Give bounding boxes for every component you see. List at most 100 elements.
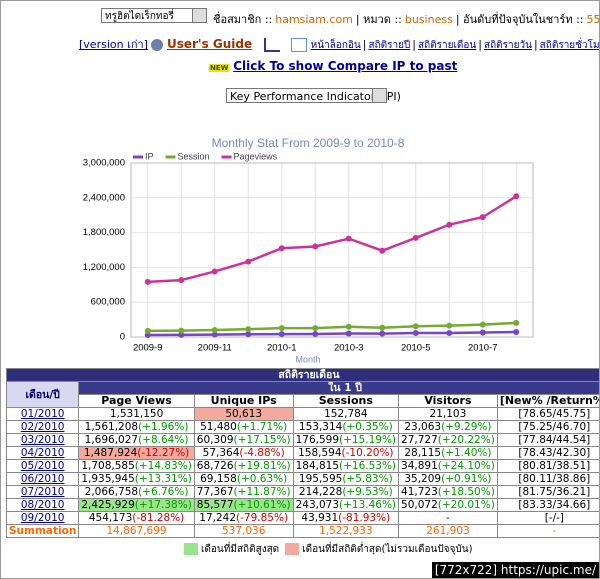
directory-select[interactable]: ทรูฮิตไดเร็กทอรี่ [101,8,207,23]
month-link[interactable]: 05/2010 [20,460,65,472]
nav-link[interactable]: หน้าล็อกอิน [310,40,361,51]
point [345,323,352,330]
select-arrow [372,89,386,102]
point [479,329,486,336]
compare-link[interactable]: Click To show Compare IP to past [233,59,458,73]
summary-cell: 537,036 [193,524,294,538]
data-row: 04/2010 1,487,924(-12.27%) 57,364(-4.88%) 1… [5,446,599,460]
x-tick-label: 2010-5 [401,343,431,354]
point [412,323,419,330]
point [446,221,453,228]
cell: [83.33/34.66] [496,498,599,512]
cell: 34,891(+24.10%) [398,459,498,473]
point [412,234,419,241]
column-header: Sessions [292,394,400,408]
cell-change: (+20.01%) [437,499,495,511]
cell-change: (+19.81%) [233,460,291,472]
cell-value: 158,594 [298,447,342,459]
plot-frame [130,162,534,338]
y-tick-label: 1,800,000 [83,227,125,238]
cell-value: 214,228 [298,486,343,498]
legend-label: เดือนที่มีสถิติต่ำสุด(ไม่รวมเดือนปัจจุบั… [302,544,473,555]
cell-value: 1,487,924 [83,447,138,459]
month-cell: 04/2010 [5,446,80,460]
table-legend: เดือนที่มีสถิติสูงสุด เดือนที่มีสถิติต่ำส… [184,542,473,557]
nav-link[interactable]: สถิติรายวัน [484,40,532,51]
cell: 2,066,758(+6.76%) [78,485,195,499]
cell-value: 34,891 [401,460,438,472]
old-version-link[interactable]: [version เก่า] [79,38,148,51]
month-cell: 02/2010 [5,420,80,434]
kpi-select[interactable]: Key Performance Indicator(KPI) [226,88,401,103]
column-row: Page Views Unique IPs Sessions Visitors [New… [7,394,599,408]
point [312,331,319,338]
month-link[interactable]: 04/2010 [20,447,65,459]
cell-value: 28,115 [404,447,442,459]
legend-label: เดือนที่มีสถิติสูงสุด [201,544,280,555]
month-link[interactable]: 09/2010 [20,512,65,524]
period-header: ใน 1 ปี [78,381,599,395]
cell-change: (+16.53%) [339,460,397,472]
cell: 214,228(+9.53%) [292,485,400,499]
cell-value: 77,367 [196,486,234,498]
x-axis-label: Month [295,354,320,364]
month-link[interactable]: 08/2010 [20,499,65,511]
cell: [78.65/45.75] [496,407,599,421]
month-link[interactable]: 02/2010 [20,421,65,433]
y-tick-label: 2,400,000 [83,192,125,203]
cell: 184,815(+16.53%) [292,459,400,473]
cell: 51,480(+1.71%) [193,420,294,434]
point [245,258,252,265]
cell-change: (+14.83%) [134,460,192,472]
month-link[interactable]: 06/2010 [20,473,65,485]
cell-value: [78.65/45.75] [518,408,591,420]
column-header: Visitors [398,394,498,408]
stats-table: สถิติรายเดือน เดือน/ปี ใน 1 ปี Page Views Un… [5,368,599,538]
month-cell: 05/2010 [5,459,80,473]
cell-value: 2,066,758 [84,486,139,498]
cell-value: [-/-] [544,512,564,524]
month-link[interactable]: 07/2010 [20,486,65,498]
cell-value: 50,613 [225,408,263,420]
data-row: 07/2010 2,066,758(+6.76%) 77,367(+11.87%) 2… [5,485,599,499]
cell-change: (+17.38%) [134,499,192,511]
summary-cell: - [496,524,599,538]
guide-link[interactable]: User's Guide [166,37,253,51]
cell-change: (+10.61%) [233,499,291,511]
point [178,331,185,338]
info-part: hamsiam.com [275,13,353,26]
period-row: เดือน/ปี ใน 1 ปี [5,381,599,408]
x-tick-label: 2010-1 [267,343,297,354]
summary-row: Summation 14,867,699 537,036 1,522,933 261,9… [5,524,599,538]
x-tick-label: 2010-7 [468,343,498,354]
cell: [75.25/46.70] [496,420,599,434]
cell: 1,487,924(-12.27%) [78,446,195,460]
cell-value: 1,708,585 [81,460,135,472]
info-part: business [404,13,453,26]
data-row: 09/2010 454,173(-81.28%) 17,242(-79.85%) 43… [5,511,599,525]
cell: 1,935,945(+13.31%) [78,472,195,486]
column-header: Page Views [78,394,195,408]
point [513,319,520,326]
info-part: 555 [586,13,600,26]
cell-value: 2,425,929 [81,499,135,511]
nav-link[interactable]: สถิติรายชั่วโมง [539,40,600,51]
cell: 195,595(+5.83%) [292,472,400,486]
summary-cell: 14,867,699 [78,524,195,538]
nav-links: หน้าล็อกอิน | สถิติรายปี | สถิติรายเดือน | สถิ… [310,38,600,51]
cell: 57,364(-4.88%) [193,446,294,460]
point [312,243,319,250]
nav-link[interactable]: สถิติรายเดือน [418,40,477,51]
nav-link[interactable]: สถิติรายปี [368,40,411,51]
point [245,326,252,333]
info-part: ชื่อสมาชิก :: [213,13,273,26]
month-link[interactable]: 03/2010 [20,434,65,446]
series-line [147,330,517,337]
cell-value: 41,723 [401,486,438,498]
month-link[interactable]: 01/2010 [20,408,65,420]
month-cell: 08/2010 [5,498,80,512]
cell-change: (-81.93%) [338,512,391,524]
y-tick-label: 0 [120,332,125,343]
cell: 153,314(+0.35%) [292,420,400,434]
